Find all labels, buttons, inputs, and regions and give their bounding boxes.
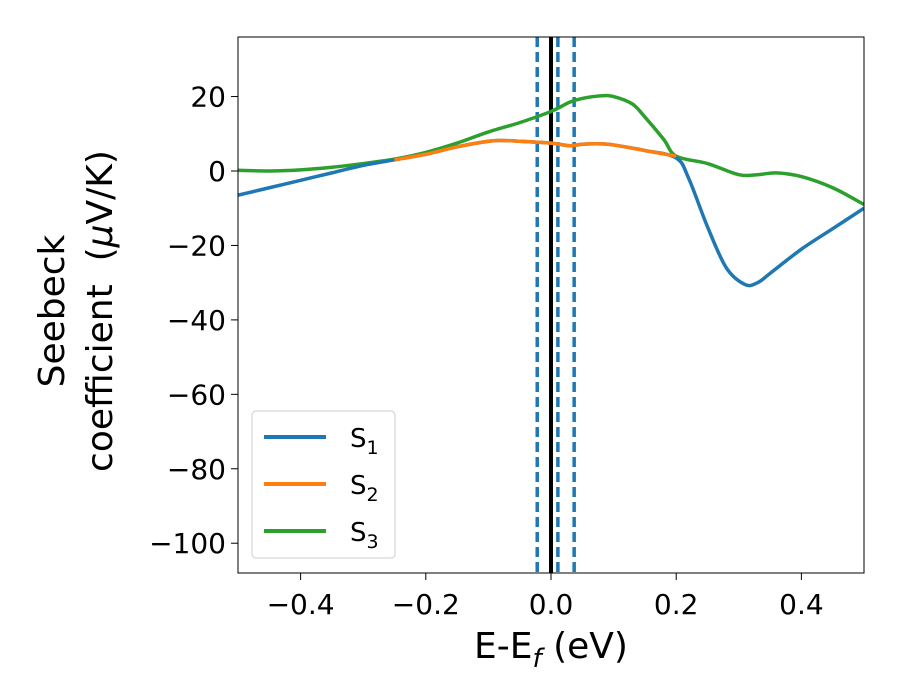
- legend-label-s2: S2: [350, 471, 379, 506]
- y-tick-label: −60: [167, 378, 226, 411]
- x-tick-label: 0.0: [529, 588, 574, 621]
- x-tick-label: −0.2: [392, 588, 460, 621]
- x-tick-label: 0.4: [779, 588, 824, 621]
- legend: S1 S2 S3: [251, 410, 396, 559]
- y-tick-label: −20: [167, 229, 226, 262]
- y-tick-label: 20: [190, 81, 226, 114]
- x-tick-label: 0.2: [654, 588, 699, 621]
- series-line-s2: [394, 138, 677, 162]
- y-tick-label: −40: [167, 304, 226, 337]
- x-tick-label: −0.4: [267, 588, 335, 621]
- legend-label-s3: S3: [350, 518, 379, 553]
- y-tick-label: 0: [208, 155, 226, 188]
- y-tick-label: −80: [167, 453, 226, 486]
- legend-label-s1: S1: [350, 424, 379, 459]
- x-axis-title: E-Ef (eV): [474, 626, 628, 674]
- y-axis-title-line1: Seebeck: [32, 234, 73, 387]
- y-tick-label: −100: [149, 527, 226, 560]
- y-axis-title-line2: coefficient (μV/K): [80, 150, 121, 472]
